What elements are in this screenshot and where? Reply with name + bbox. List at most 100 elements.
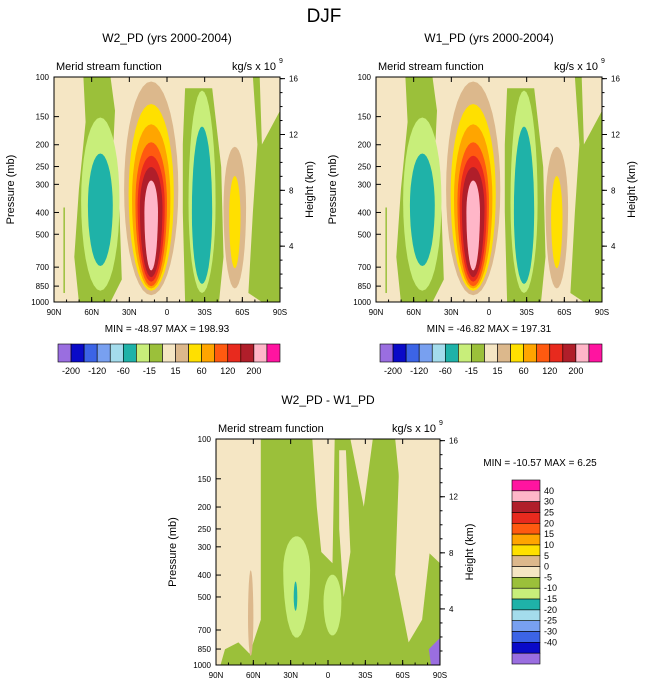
y-tick-label: 400 <box>358 208 372 217</box>
right-tick-label: 8 <box>449 549 454 558</box>
colorbar-swatch <box>392 343 407 363</box>
colorbar-swatch <box>57 343 72 363</box>
colorbar-swatch <box>431 343 446 363</box>
colorbar-swatch <box>510 343 524 363</box>
colorbar-w2: -200 -120 -60 -15 15 60 120 200 <box>57 343 281 376</box>
right-tick-label: 4 <box>289 242 294 251</box>
y-tick-label: 100 <box>198 435 212 444</box>
colorbar-swatch <box>511 533 541 546</box>
y-tick-label: 700 <box>36 263 50 272</box>
colorbar-swatch <box>214 343 229 363</box>
right-tick-label: 12 <box>611 130 620 139</box>
stats-text: MIN = -46.82 MAX = 197.31 <box>427 324 552 335</box>
y-tick-label: 150 <box>198 475 212 484</box>
y-tick-label: 400 <box>198 571 212 580</box>
colorbar-swatch <box>511 544 541 557</box>
colorbar-swatch <box>70 343 85 363</box>
colorbar-label: 60 <box>197 366 207 376</box>
colorbar-swatch <box>201 343 216 363</box>
colorbar-label: -60 <box>117 366 130 376</box>
x-tick-label: 60S <box>235 308 249 317</box>
colorbar-label: 120 <box>220 366 235 376</box>
colorbar-swatch <box>575 343 590 363</box>
colorbar-swatch <box>253 343 268 363</box>
contour-diff-purple <box>428 637 440 665</box>
x-tick-label: 90S <box>433 671 447 680</box>
colorbar-swatch <box>588 343 603 363</box>
colorbar-label: 120 <box>542 366 557 376</box>
right-axis-label: Height (km) <box>464 524 476 581</box>
x-tick-label: 60N <box>84 308 99 317</box>
colorbar-swatch <box>162 343 176 363</box>
contour-sp-green <box>570 77 602 302</box>
y-tick-label: 250 <box>358 163 372 172</box>
right-tick-label: 12 <box>449 493 458 502</box>
contour-nh-teal <box>87 153 113 266</box>
y-tick-label: 250 <box>36 163 50 172</box>
colorbar-label: 200 <box>246 366 261 376</box>
y-tick-label: 500 <box>198 593 212 602</box>
colorbar-label: 15 <box>493 366 503 376</box>
colorbar-swatch <box>511 642 541 654</box>
colorbar-label: -30 <box>544 627 557 637</box>
colorbar-swatch <box>549 343 564 363</box>
colorbar-swatch <box>511 512 541 524</box>
stats-text: MIN = -48.97 MAX = 198.93 <box>105 324 230 335</box>
contour-sp-green <box>248 77 280 302</box>
y-tick-label: 300 <box>198 543 212 552</box>
x-tick-label: 0 <box>326 671 331 680</box>
colorbar-swatch <box>523 343 538 363</box>
colorbar-swatch <box>418 343 433 363</box>
colorbar-swatch <box>511 555 541 567</box>
colorbar-swatch <box>511 566 541 578</box>
y-tick-label: 850 <box>358 282 372 291</box>
right-tick-label: 16 <box>289 75 298 84</box>
y-axis-label: Pressure (mb) <box>327 155 339 225</box>
panel-units: kg/s x 10 <box>232 61 276 73</box>
x-tick-label: 0 <box>165 308 170 317</box>
y-tick-label: 850 <box>36 282 50 291</box>
contour-hadley-200 <box>466 180 480 271</box>
panel-w2: W2_PD (yrs 2000-2004) Merid stream functi… <box>5 31 316 335</box>
colorbar-swatch <box>511 631 541 643</box>
x-tick-label: 30N <box>444 308 459 317</box>
x-tick-label: 30S <box>198 308 212 317</box>
colorbar-swatch <box>458 343 472 363</box>
y-tick-label: 100 <box>358 73 372 82</box>
panel-units: kg/s x 10 <box>392 423 436 435</box>
colorbar-label: 40 <box>544 486 554 496</box>
panel-title: W2_PD (yrs 2000-2004) <box>102 31 231 45</box>
y-tick-label: 400 <box>36 208 50 217</box>
right-tick-label: 4 <box>449 605 454 614</box>
x-tick-label: 90N <box>209 671 224 680</box>
colorbar-label: 10 <box>544 540 554 550</box>
y-tick-label: 200 <box>36 141 50 150</box>
colorbar-label: 20 <box>544 518 554 528</box>
y-tick-label: 150 <box>358 113 372 122</box>
panel-w1: W1_PD (yrs 2000-2004) Merid stream functi… <box>327 31 638 335</box>
panel-diff: W2_PD - W1_PD Merid stream function kg/s x… <box>167 393 597 680</box>
x-tick-label: 30N <box>283 671 298 680</box>
panel-title: W1_PD (yrs 2000-2004) <box>424 31 553 45</box>
colorbar-swatch <box>96 343 111 363</box>
y-tick-label: 700 <box>358 263 372 272</box>
colorbar-label: -15 <box>465 366 478 376</box>
colorbar-label: -15 <box>143 366 156 376</box>
colorbar-label: 0 <box>544 562 549 572</box>
x-tick-label: 0 <box>487 308 492 317</box>
colorbar-swatch <box>240 343 255 363</box>
colorbar-swatch <box>109 343 124 363</box>
colorbar-swatch <box>497 343 511 363</box>
colorbar-label: -120 <box>410 366 428 376</box>
colorbar-swatch <box>83 343 98 363</box>
right-tick-label: 8 <box>289 186 294 195</box>
contour-sh-yellow <box>229 176 241 269</box>
contour-hadley-200 <box>144 180 158 271</box>
contour-nh-teal <box>409 153 435 266</box>
colorbar-swatch <box>136 343 150 363</box>
right-tick-label: 4 <box>611 242 616 251</box>
right-tick-label: 8 <box>611 186 616 195</box>
x-tick-label: 60N <box>406 308 421 317</box>
colorbar-swatch <box>444 343 459 363</box>
